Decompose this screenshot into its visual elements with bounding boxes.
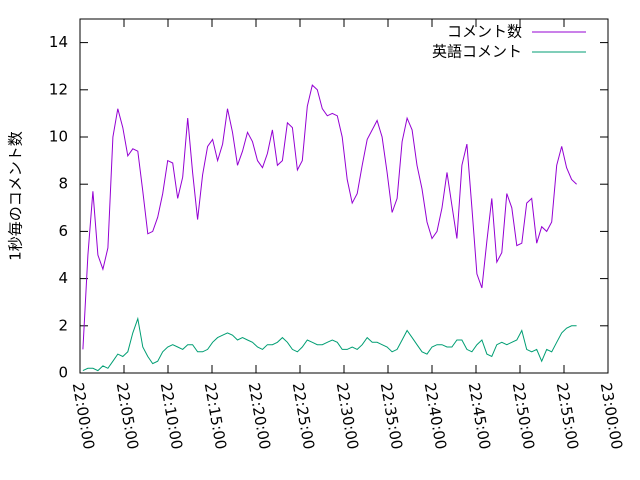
y-tick-label: 8 xyxy=(58,175,68,193)
x-tick-label: 22:50:00 xyxy=(509,381,538,450)
x-tick-label: 22:25:00 xyxy=(289,381,318,450)
y-tick-label: 4 xyxy=(58,269,68,287)
legend-label: 英語コメント xyxy=(432,43,522,61)
y-tick-label: 0 xyxy=(58,364,68,382)
x-tick-label: 22:15:00 xyxy=(201,381,230,450)
x-tick-label: 22:10:00 xyxy=(157,381,186,450)
x-tick-label: 23:00:00 xyxy=(597,381,626,450)
legend-label: コメント数 xyxy=(447,23,522,41)
x-tick-label: 22:35:00 xyxy=(377,381,406,450)
x-tick-label: 22:30:00 xyxy=(333,381,362,450)
y-tick-label: 6 xyxy=(58,222,68,240)
y-tick-label: 10 xyxy=(49,128,68,146)
x-tick-label: 22:20:00 xyxy=(245,381,274,450)
x-tick-label: 22:45:00 xyxy=(465,381,494,450)
y-tick-label: 2 xyxy=(58,316,68,334)
x-tick-label: 22:40:00 xyxy=(421,381,450,450)
y-tick-label: 14 xyxy=(49,33,68,51)
series-line xyxy=(82,316,577,372)
x-tick-label: 22:55:00 xyxy=(553,381,582,450)
y-axis-label: 1秒毎のコメント数 xyxy=(7,131,25,261)
plot-border xyxy=(79,18,609,374)
y-tick-label: 12 xyxy=(49,80,68,98)
x-tick-label: 22:05:00 xyxy=(113,381,142,450)
x-tick-label: 22:00:00 xyxy=(69,381,98,450)
series-line xyxy=(82,84,577,350)
